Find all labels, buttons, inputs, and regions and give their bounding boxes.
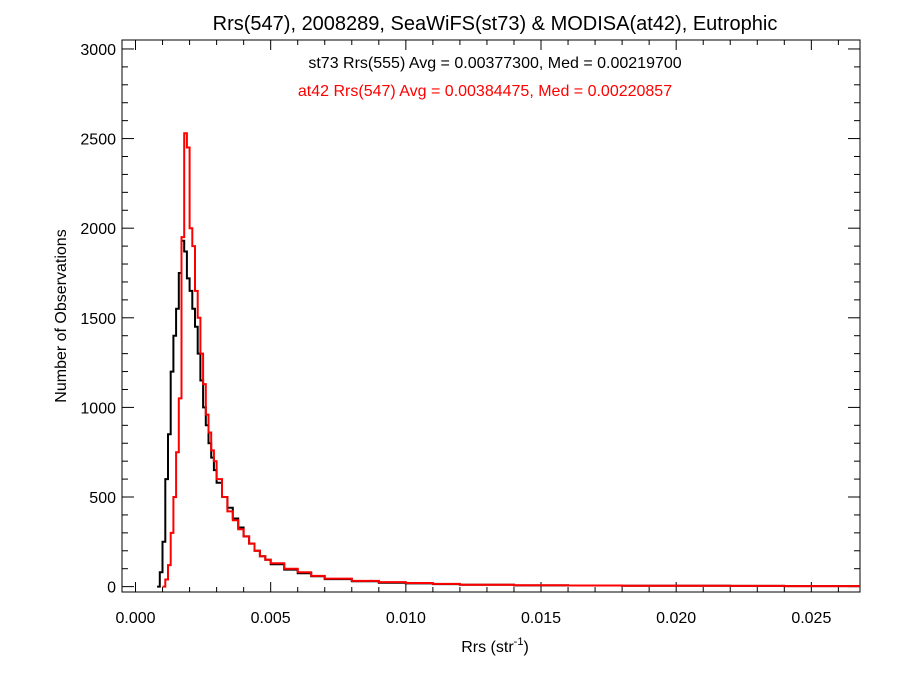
x-tick-label: 0.005 xyxy=(251,610,291,627)
x-tick-label: 0.015 xyxy=(521,610,561,627)
x-axis-label-close: ) xyxy=(523,639,528,656)
x-axis-label-text: Rrs (str xyxy=(461,639,514,656)
y-axis: 0 500 1000 1500 2000 2500 3000 xyxy=(80,42,860,597)
y-tick-label: 1000 xyxy=(80,400,116,417)
y-tick-label: 3000 xyxy=(80,42,116,59)
x-tick-label: 0.000 xyxy=(115,610,155,627)
plot-border xyxy=(121,39,861,593)
legend-entry-at42: at42 Rrs(547) Avg = 0.00384475, Med = 0.… xyxy=(298,83,672,100)
x-tick-label: 0.010 xyxy=(386,610,426,627)
plot-frame xyxy=(121,39,861,593)
series-layer xyxy=(157,132,860,588)
x-tick-label: 0.025 xyxy=(791,610,831,627)
y-tick-label: 0 xyxy=(107,580,116,597)
y-tick-label: 500 xyxy=(89,490,116,507)
x-tick-label: 0.020 xyxy=(656,610,696,627)
series-at42-histogram xyxy=(162,132,860,588)
y-tick-label: 2000 xyxy=(80,221,116,238)
x-axis-label-superscript: -1 xyxy=(514,636,524,648)
y-axis-label: Number of Observations xyxy=(53,229,70,402)
x-axis-label: Rrs (str-1) xyxy=(461,636,529,656)
chart-title: Rrs(547), 2008289, SeaWiFS(st73) & MODIS… xyxy=(213,13,778,35)
series-st73-histogram xyxy=(157,239,860,588)
y-tick-label: 1500 xyxy=(80,311,116,328)
legend-entry-st73: st73 Rrs(555) Avg = 0.00377300, Med = 0.… xyxy=(308,55,681,72)
y-tick-label: 2500 xyxy=(80,132,116,149)
x-axis: 0.000 0.005 0.010 0.015 0.020 0.025 xyxy=(115,40,839,627)
